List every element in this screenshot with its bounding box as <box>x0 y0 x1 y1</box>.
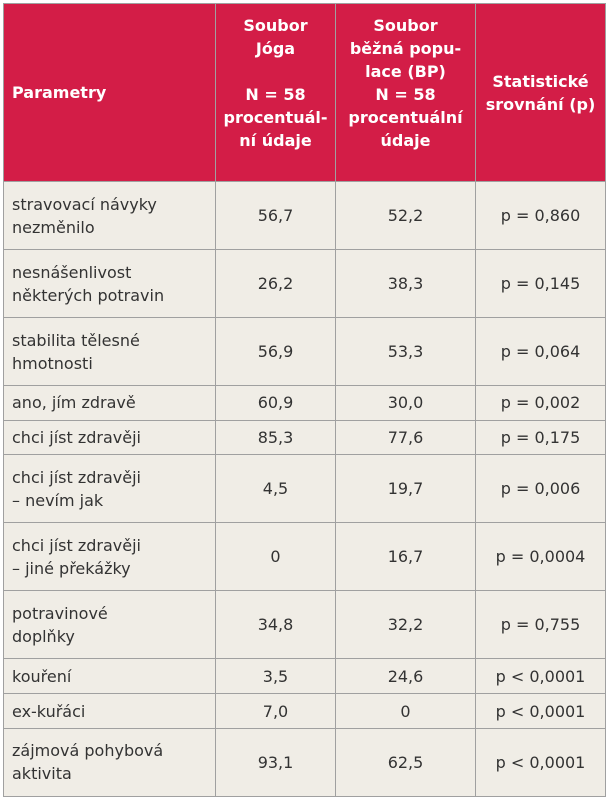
param-cell: kouření <box>3 658 216 695</box>
param-line2: aktivita <box>12 764 72 784</box>
header-bp-line2: běžná popu- <box>349 39 462 58</box>
bp-cell: 30,0 <box>335 385 476 421</box>
param-line1: kouření <box>12 666 72 686</box>
param-line1: chci jíst zdravěji <box>12 467 141 487</box>
p-value-cell: p = 0,002 <box>475 385 606 421</box>
header-stat-line1: Statistické <box>492 71 589 91</box>
header-yoga-gap <box>222 60 329 83</box>
bp-cell: 53,3 <box>335 317 476 386</box>
p-value-cell: p = 0,145 <box>475 249 606 318</box>
p-value-cell: p = 0,006 <box>475 454 606 524</box>
table-row: potravinové doplňky 34,8 32,2 p = 0,755 <box>3 590 606 660</box>
table-row: zájmová pohybová aktivita 93,1 62,5 p < 0,00… <box>3 727 606 798</box>
table-row: kouření 3,5 24,6 p < 0,0001 <box>3 658 606 695</box>
param-line2: doplňky <box>12 626 75 646</box>
header-stat: Statistické srovnání (p) <box>475 3 606 182</box>
header-bp: Soubor běžná popu- lace (BP) N = 58 proc… <box>335 3 476 182</box>
yoga-cell: 26,2 <box>215 249 336 318</box>
yoga-cell: 34,8 <box>215 590 336 660</box>
bp-cell: 77,6 <box>335 419 476 456</box>
yoga-cell: 3,5 <box>215 658 336 695</box>
param-line2: – nevím jak <box>12 490 104 510</box>
table-row: chci jíst zdravěji 85,3 77,6 p = 0,175 <box>3 419 606 456</box>
param-line1: stabilita tělesné <box>12 330 140 350</box>
bp-cell: 19,7 <box>335 454 476 524</box>
bp-cell: 52,2 <box>335 181 476 250</box>
table-row: stravovací návyky nezměnilo 56,7 52,2 p = 0,… <box>3 181 606 250</box>
table-row: chci jíst zdravěji – jiné překážky 0 16,7 p … <box>3 522 606 592</box>
header-bp-line4: N = 58 <box>375 85 436 104</box>
bp-cell: 38,3 <box>335 249 476 318</box>
param-line1: potravinové <box>12 603 108 623</box>
param-line1: nesnášenlivost <box>12 262 132 282</box>
header-row: Parametry Soubor Jóga N = 58 procentuál-… <box>3 3 606 182</box>
yoga-cell: 60,9 <box>215 385 336 421</box>
yoga-cell: 4,5 <box>215 454 336 524</box>
bp-cell: 0 <box>335 693 476 729</box>
header-yoga-line4: procentuál- <box>223 108 328 127</box>
bp-cell: 32,2 <box>335 590 476 660</box>
bp-cell: 24,6 <box>335 658 476 695</box>
p-value-cell: p < 0,0001 <box>475 693 606 729</box>
param-line2: hmotnosti <box>12 353 93 373</box>
yoga-cell: 7,0 <box>215 693 336 729</box>
header-yoga-line1: Soubor <box>243 16 308 35</box>
yoga-cell: 0 <box>215 522 336 592</box>
p-value-cell: p = 0,755 <box>475 590 606 660</box>
param-cell: chci jíst zdravěji – nevím jak <box>3 454 216 524</box>
header-bp-line6: údaje <box>380 131 431 150</box>
param-line1: stravovací návyky <box>12 194 157 214</box>
yoga-cell: 85,3 <box>215 419 336 456</box>
yoga-cell: 93,1 <box>215 727 336 798</box>
header-yoga: Soubor Jóga N = 58 procentuál- ní údaje <box>215 3 336 182</box>
bp-cell: 62,5 <box>335 727 476 798</box>
yoga-cell: 56,9 <box>215 317 336 386</box>
table-row: ano, jím zdravě 60,9 30,0 p = 0,002 <box>3 385 606 421</box>
p-value-cell: p = 0,0004 <box>475 522 606 592</box>
param-cell: stabilita tělesné hmotnosti <box>3 317 216 386</box>
table-body: stravovací návyky nezměnilo 56,7 52,2 p = 0,… <box>3 181 606 798</box>
param-cell: stravovací návyky nezměnilo <box>3 181 216 250</box>
table-header: Parametry Soubor Jóga N = 58 procentuál-… <box>3 3 606 182</box>
param-line2: nezměnilo <box>12 217 95 237</box>
header-bp-line5: procentuální <box>348 108 463 127</box>
header-stat-line2: srovnání (p) <box>485 94 596 114</box>
p-value-cell: p < 0,0001 <box>475 658 606 695</box>
p-value-cell: p = 0,860 <box>475 181 606 250</box>
param-line1: zájmová pohybová <box>12 741 164 761</box>
results-table: Parametry Soubor Jóga N = 58 procentuál-… <box>3 3 606 798</box>
table-row: stabilita tělesné hmotnosti 56,9 53,3 p = 0,… <box>3 317 606 386</box>
param-line1: chci jíst zdravěji <box>12 535 141 555</box>
yoga-cell: 56,7 <box>215 181 336 250</box>
param-line2: – jiné překážky <box>12 558 131 578</box>
param-cell: chci jíst zdravěji <box>3 419 216 456</box>
table-row: chci jíst zdravěji – nevím jak 4,5 19,7 p = … <box>3 454 606 524</box>
param-cell: ano, jím zdravě <box>3 385 216 421</box>
table-row: ex-kuřáci 7,0 0 p < 0,0001 <box>3 693 606 729</box>
param-cell: nesnášenlivost některých potravin <box>3 249 216 318</box>
param-cell: ex-kuřáci <box>3 693 216 729</box>
header-bp-line1: Soubor <box>373 16 438 35</box>
param-line1: ano, jím zdravě <box>12 393 136 413</box>
p-value-cell: p = 0,175 <box>475 419 606 456</box>
bp-cell: 16,7 <box>335 522 476 592</box>
param-cell: potravinové doplňky <box>3 590 216 660</box>
table-row: nesnášenlivost některých potravin 26,2 38,3… <box>3 249 606 318</box>
header-bp-line3: lace (BP) <box>365 62 446 81</box>
header-yoga-line5: ní údaje <box>239 131 312 150</box>
p-value-cell: p = 0,064 <box>475 317 606 386</box>
p-value-cell: p < 0,0001 <box>475 727 606 798</box>
header-parametry-label: Parametry <box>12 83 107 102</box>
header-parametry: Parametry <box>3 3 216 182</box>
param-cell: chci jíst zdravěji – jiné překážky <box>3 522 216 592</box>
param-cell: zájmová pohybová aktivita <box>3 727 216 798</box>
header-yoga-line2: Jóga <box>255 39 296 58</box>
param-line1: chci jíst zdravěji <box>12 428 141 448</box>
param-line1: ex-kuřáci <box>12 701 86 721</box>
header-yoga-line3: N = 58 <box>245 85 306 104</box>
param-line2: některých potravin <box>12 285 165 305</box>
